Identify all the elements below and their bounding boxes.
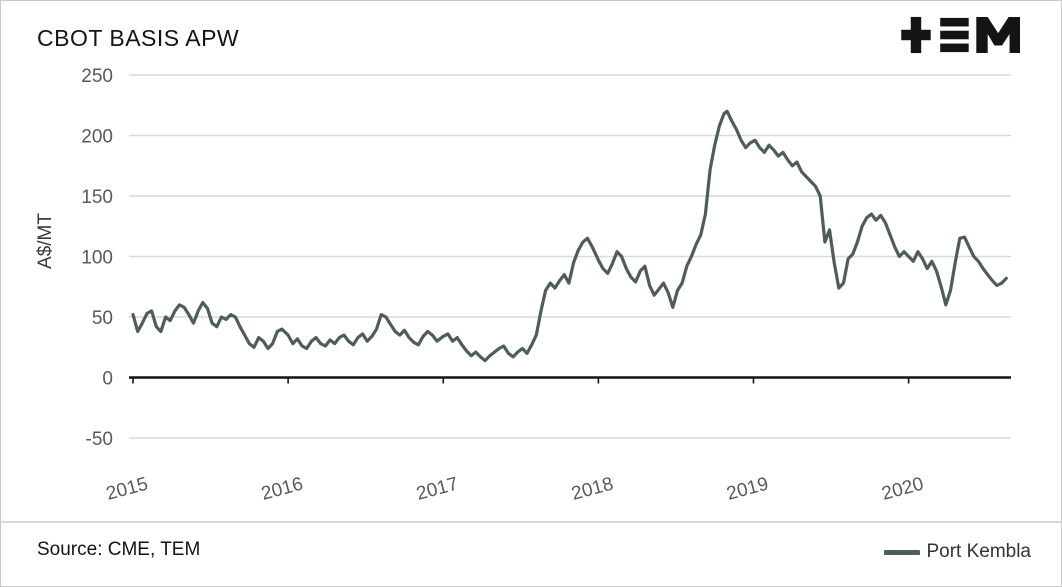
footer-divider — [1, 521, 1061, 523]
x-tick-label: 2016 — [259, 474, 305, 505]
x-tick-label: 2015 — [104, 474, 150, 505]
tem-logo-icon — [901, 16, 1020, 54]
chart-title: CBOT BASIS APW — [37, 25, 240, 51]
y-tick-label: -50 — [86, 429, 113, 450]
y-tick-label: 50 — [92, 308, 113, 329]
x-tick-label: 2017 — [414, 474, 460, 505]
legend-swatch-port-kembla — [884, 549, 921, 555]
source-label: Source: CME, TEM — [37, 539, 201, 560]
y-axis-label: A$/MT — [35, 213, 56, 269]
legend: Port Kembla — [884, 541, 1031, 563]
y-tick-label: 0 — [102, 369, 113, 390]
y-tick-label: 150 — [81, 187, 113, 208]
y-tick-label: 100 — [81, 248, 113, 269]
y-tick-label: 200 — [81, 127, 113, 148]
legend-label-port-kembla: Port Kembla — [926, 541, 1031, 562]
chart-canvas: A$/MT 250 200 150 100 50 0 -50 2015 2016 2017 2018… — [35, 66, 1011, 505]
series-line-port-kembla — [131, 109, 1008, 363]
x-tick-label: 2020 — [880, 474, 926, 505]
x-tick-label: 2019 — [725, 474, 771, 505]
x-tick-label: 2018 — [569, 474, 615, 505]
y-tick-label: 250 — [81, 66, 113, 87]
